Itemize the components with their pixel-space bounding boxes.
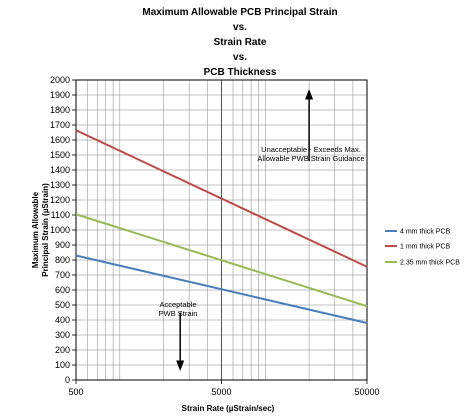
series-lines	[75, 129, 368, 324]
y-axis-label-line: Principal Strain (µStrain)	[41, 183, 50, 277]
y-tick-label: 1600	[50, 135, 70, 145]
y-tick-label: 1800	[50, 105, 70, 115]
title-line: Maximum Allowable PCB Principal Strain	[142, 7, 337, 18]
y-tick-label: 400	[55, 315, 70, 325]
y-axis-ticks: 0 100 200 300 400 500 600 700 800 900 1000 1100 1200…	[50, 75, 76, 385]
y-tick-label: 800	[55, 255, 70, 265]
y-tick-label: 900	[55, 240, 70, 250]
annotation-acceptable: Acceptable	[159, 300, 196, 309]
y-tick-label: 1000	[50, 225, 70, 235]
legend: 4 mm thick PCB 1 mm thick PCB 2.35 mm thic…	[385, 229, 460, 267]
y-tick-label: 100	[55, 360, 70, 370]
y-tick-label: 1200	[50, 195, 70, 205]
chart-title: Maximum Allowable PCB Principal Strain vs…	[142, 7, 337, 78]
y-tick-label: 0	[65, 375, 70, 385]
y-axis-label: Maximum Allowable Principal Strain (µStra…	[31, 183, 50, 277]
series-line	[75, 129, 368, 268]
y-tick-label: 700	[55, 270, 70, 280]
title-line: PCB Thickness	[204, 67, 277, 78]
annotation-acceptable: PWB Strain	[159, 309, 198, 318]
y-tick-label: 1500	[50, 150, 70, 160]
annotations: Unacceptable - Exceeds Max.Allowable PWB…	[159, 89, 365, 371]
x-tick-label: 50000	[354, 387, 379, 397]
y-tick-label: 1900	[50, 90, 70, 100]
down-arrowhead-icon	[176, 360, 185, 371]
y-tick-label: 1100	[51, 210, 70, 220]
x-axis-ticks: 500 5000 50000	[68, 380, 380, 397]
series-line	[75, 254, 368, 324]
up-arrowhead-icon	[305, 89, 314, 100]
title-line: vs.	[233, 22, 247, 33]
legend-label: 2.35 mm thick PCB	[400, 260, 460, 267]
title-line: Strain Rate	[214, 37, 267, 48]
y-tick-label: 300	[55, 330, 70, 340]
annotation-unacceptable: Allowable PWB Strain Guidance	[257, 154, 364, 163]
legend-label: 4 mm thick PCB	[400, 229, 451, 236]
y-tick-label: 600	[55, 285, 70, 295]
x-axis-label: Strain Rate (µStrain/sec)	[182, 404, 275, 413]
legend-label: 1 mm thick PCB	[400, 244, 451, 251]
y-tick-label: 500	[55, 300, 70, 310]
y-tick-label: 2000	[50, 75, 70, 85]
x-tick-label: 500	[68, 387, 83, 397]
y-tick-label: 200	[55, 345, 70, 355]
x-tick-label: 5000	[211, 387, 231, 397]
series-line	[75, 213, 368, 308]
y-tick-label: 1400	[50, 165, 70, 175]
y-tick-label: 1300	[50, 180, 70, 190]
title-line: vs.	[233, 52, 247, 63]
y-axis-label-line: Maximum Allowable	[31, 191, 40, 268]
annotation-unacceptable: Unacceptable - Exceeds Max.	[261, 145, 361, 154]
y-tick-label: 1700	[50, 120, 70, 130]
grid	[76, 79, 367, 381]
